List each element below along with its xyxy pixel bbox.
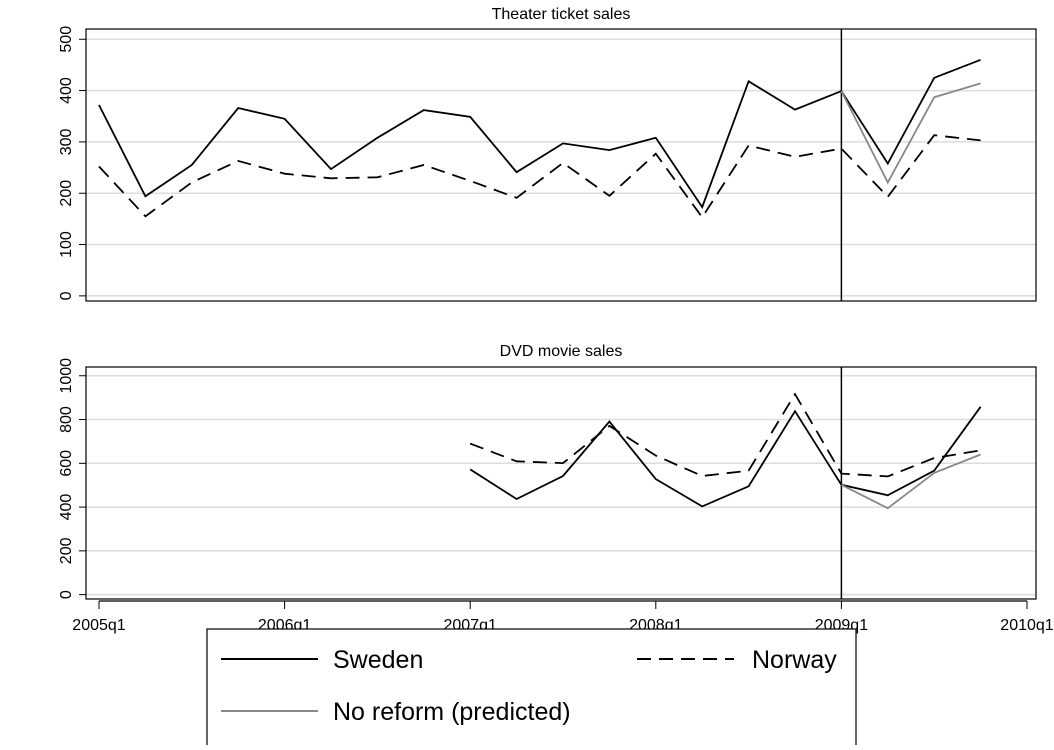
legend: Sweden Norway No reform (predicted): [206, 628, 857, 750]
y-tick-label: 800: [58, 406, 75, 433]
series-line-no-reform-predicted: [840, 82, 981, 185]
y-tick-label: 200: [58, 537, 75, 564]
y-tick-label: 0: [58, 291, 75, 300]
panel-title: Theater ticket sales: [492, 6, 631, 23]
x-tick-label: 2005q1: [72, 617, 125, 634]
y-tick-label: 600: [58, 450, 75, 477]
legend-label: Norway: [752, 646, 837, 674]
y-tick-label: 500: [58, 26, 75, 53]
legend-label: Sweden: [333, 646, 423, 674]
y-tick-label: 0: [58, 590, 75, 599]
plot-frame: [85, 366, 1037, 600]
series-line-sweden: [98, 58, 981, 210]
y-tick-label: 400: [58, 77, 75, 104]
series-line-norway: [469, 392, 981, 478]
y-tick-label: 100: [58, 231, 75, 258]
series-line-no-reform-predicted: [840, 453, 981, 510]
panel-theater-ticket-sales: Theater ticket sales 0 100 200 300 400 500: [58, 6, 1037, 302]
panel-dvd-movie-sales: DVD movie sales 0 200 400 600 800 1000: [58, 343, 1037, 600]
legend-label: No reform (predicted): [333, 698, 571, 726]
y-tick-label: 400: [58, 494, 75, 521]
legend-box: [206, 628, 857, 750]
plot-frame: [85, 28, 1037, 302]
x-axis: 2005q1 2006q1 2007q1 2008q1 2009q1 2010q1: [72, 600, 1054, 634]
panel-title: DVD movie sales: [500, 343, 623, 360]
y-tick-label: 300: [58, 128, 75, 155]
series-line-norway: [98, 134, 981, 219]
y-tick-label: 200: [58, 180, 75, 207]
x-tick-label: 2010q1: [1000, 617, 1053, 634]
series-line-sweden: [469, 406, 982, 508]
y-tick-label: 1000: [58, 358, 75, 394]
